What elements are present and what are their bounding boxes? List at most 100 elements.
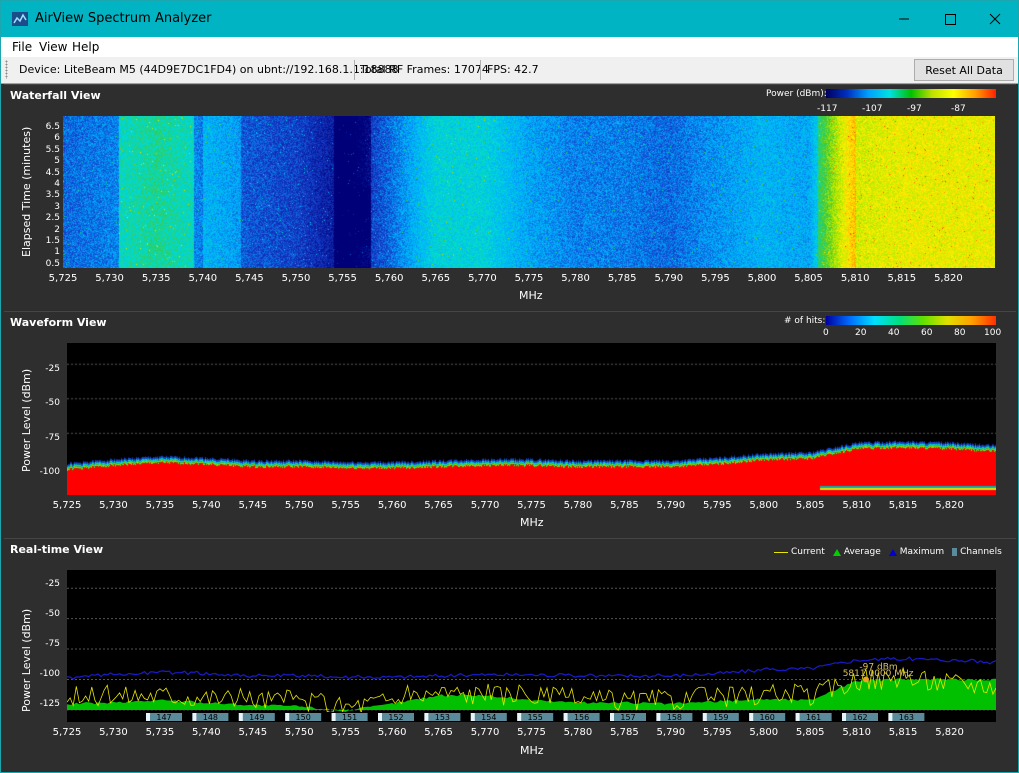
legend-item-maximum[interactable]: Maximum: [888, 546, 944, 558]
fps-value: FPS: 42.7: [487, 63, 539, 76]
marker-mhz-label: 5811.0000 MHz: [843, 669, 914, 679]
legend-item-current[interactable]: Current: [774, 546, 825, 558]
realtime-panel: Real-time View Current Average Maximum Chan…: [4, 538, 1016, 772]
realtime-title: Real-time View: [10, 543, 104, 556]
menu-view[interactable]: View: [39, 40, 68, 54]
channel-bar[interactable]: [656, 713, 693, 721]
channel-bar-edge: [749, 713, 754, 721]
series-current: [67, 666, 996, 713]
y-tick-label: -25: [45, 364, 60, 374]
channel-bar[interactable]: [517, 713, 554, 721]
x-tick-label: 5,800: [747, 273, 777, 284]
legend-item-channels[interactable]: Channels: [952, 546, 1002, 558]
channel-bar[interactable]: [842, 713, 878, 721]
legend-label: Channels: [960, 547, 1002, 557]
channel-label: 159: [713, 713, 728, 722]
channel-bar[interactable]: [238, 713, 275, 721]
close-icon: [989, 13, 1001, 25]
y-tick-label: 0.5: [45, 258, 60, 269]
channel-bar[interactable]: [795, 713, 832, 721]
channel-label: 163: [899, 713, 914, 722]
maximize-icon: [945, 14, 956, 25]
channel-bar[interactable]: [192, 713, 229, 721]
x-tick-label: 5,815: [887, 273, 917, 284]
maximize-button[interactable]: [927, 1, 973, 37]
cursor-marker[interactable]: [862, 676, 869, 683]
channel-bar-edge: [331, 713, 336, 721]
channel-bar-edge: [470, 713, 475, 721]
power-legend-tick: -97: [907, 104, 922, 114]
y-tick-label: -125: [39, 699, 60, 709]
x-tick-label: 5,735: [141, 273, 171, 284]
toolbar-grip[interactable]: [5, 60, 8, 79]
title-bar[interactable]: AirView Spectrum Analyzer: [1, 1, 1018, 37]
realtime-x-axis-title: MHz: [520, 744, 544, 757]
x-tick-label: 5,770: [470, 727, 500, 738]
x-tick-label: 5,750: [284, 500, 314, 511]
reset-all-data-button[interactable]: Reset All Data: [914, 59, 1014, 81]
y-tick-label: 4: [54, 179, 60, 189]
channel-label: 161: [806, 713, 821, 722]
minimize-button[interactable]: [881, 1, 927, 37]
y-tick-label: 6: [54, 133, 60, 144]
menu-file[interactable]: File: [12, 40, 33, 54]
channel-label: 156: [574, 713, 589, 722]
x-tick-label: 5,750: [284, 727, 314, 738]
power-legend-title: Power (dBm):: [766, 89, 827, 99]
x-tick-label: 5,795: [701, 273, 730, 284]
waterfall-heatmap[interactable]: [63, 116, 995, 268]
channel-bar[interactable]: [888, 713, 925, 721]
channel-bar[interactable]: [331, 713, 368, 721]
y-tick-label: 5: [54, 156, 60, 167]
channel-bar-edge: [517, 713, 522, 721]
realtime-plot[interactable]: 147 148 149 150 151 152 153 154 155 156 157 158 159 1…: [67, 570, 996, 722]
x-tick-label: 5,785: [610, 727, 639, 738]
channel-label: 155: [528, 713, 543, 722]
channel-bar[interactable]: [563, 713, 600, 721]
legend-item-average[interactable]: Average: [832, 546, 881, 558]
x-tick-label: 5,790: [656, 727, 686, 738]
x-tick-label: 5,785: [607, 273, 637, 284]
legend-swatch: [832, 548, 841, 556]
x-tick-label: 5,815: [888, 500, 918, 511]
close-button[interactable]: [972, 1, 1018, 37]
waveform-x-axis-title: MHz: [520, 516, 544, 529]
x-tick-label: 5,805: [795, 500, 825, 511]
channel-bar-edge: [192, 713, 197, 721]
channel-bar[interactable]: [285, 713, 322, 721]
x-tick-label: 5,755: [331, 500, 361, 511]
waterfall-panel: Waterfall View Power (dBm): -117 -107 -9…: [4, 84, 1016, 311]
channel-bar[interactable]: [146, 713, 182, 721]
y-tick-label: 1: [54, 247, 60, 258]
channel-bar[interactable]: [424, 713, 461, 721]
hits-legend-tick: 40: [888, 328, 900, 338]
y-tick-label: -50: [45, 609, 60, 619]
x-tick-label: 5,810: [842, 500, 871, 511]
channel-bar[interactable]: [470, 713, 507, 721]
x-tick-label: 5,760: [377, 500, 407, 511]
channel-bar[interactable]: [378, 713, 414, 721]
channel-bar[interactable]: [610, 713, 646, 721]
x-tick-label: 5,725: [52, 727, 82, 738]
channel-bar-edge: [842, 713, 846, 721]
channel-label: 148: [203, 713, 218, 722]
channel-bar[interactable]: [702, 713, 739, 721]
x-tick-label: 5,765: [424, 500, 453, 511]
channel-bar-edge: [285, 713, 290, 721]
x-tick-label: 5,740: [192, 727, 221, 738]
legend-swatch: [952, 548, 958, 556]
channel-label: 162: [852, 713, 867, 722]
x-tick-label: 5,820: [935, 727, 964, 738]
x-tick-label: 5,760: [374, 273, 404, 284]
menu-help[interactable]: Help: [72, 40, 100, 54]
x-tick-label: 5,785: [610, 500, 639, 511]
x-tick-label: 5,780: [563, 727, 593, 738]
waveform-plot[interactable]: [67, 343, 996, 495]
x-tick-label: 5,725: [52, 500, 82, 511]
x-tick-label: 5,745: [238, 500, 268, 511]
x-tick-label: 5,755: [328, 273, 357, 284]
channel-bar[interactable]: [749, 713, 786, 721]
x-tick-label: 5,775: [517, 500, 546, 511]
legend-swatch: [888, 548, 897, 556]
realtime-y-axis-title: Power Level (dBm): [20, 608, 33, 712]
